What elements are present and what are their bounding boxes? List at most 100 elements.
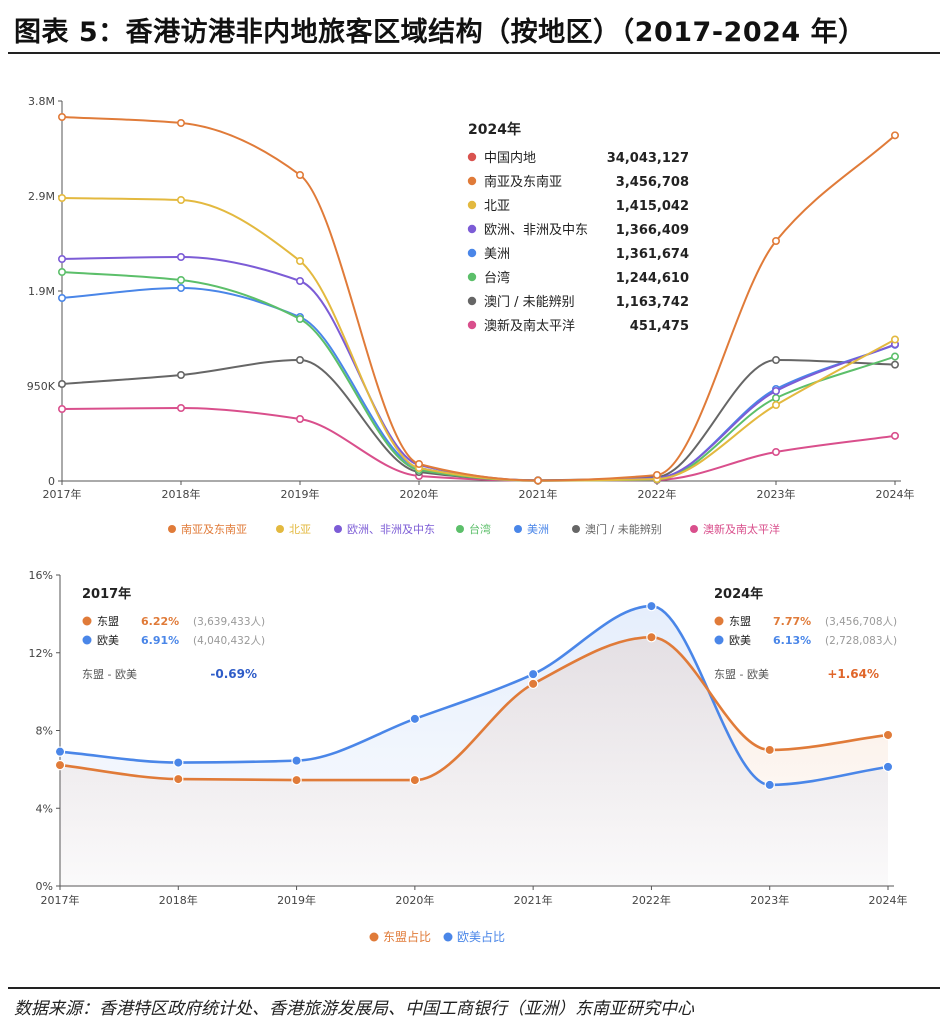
data-point [57, 194, 66, 203]
tooltip-series-value: 451,475 [630, 319, 689, 334]
legend-label: 澳门 / 未能辨别 [585, 522, 662, 536]
legend-dot [276, 525, 284, 533]
tooltip-dot [467, 224, 477, 234]
tooltip-dot [467, 152, 477, 162]
data-point [771, 393, 780, 402]
info-box-2024-diff-value: +1.64% [827, 667, 879, 681]
data-point [890, 335, 899, 344]
data-point [646, 600, 657, 612]
data-point [652, 470, 661, 479]
tooltip-series-name: 台湾 [484, 270, 510, 286]
series-area [60, 606, 888, 886]
data-point [295, 414, 304, 423]
info-box-2024-series-name: 欧美 [729, 634, 751, 647]
y-tick-label: 1.9M [28, 285, 55, 298]
info-box-2017-series-name: 欧美 [97, 634, 119, 647]
legend-dot [514, 525, 522, 533]
data-point [295, 314, 304, 323]
tooltip-dot [467, 320, 477, 330]
data-point [177, 253, 186, 262]
info-box-2024-series-name: 东盟 [729, 615, 751, 628]
x-tick-label: 2018年 [162, 487, 201, 501]
x-tick-label: 2017年 [43, 487, 82, 501]
x-tick-label: 2018年 [159, 893, 198, 907]
info-box-2017-series-name: 东盟 [97, 615, 119, 628]
info-box-2024-count: (3,456,708人) [825, 616, 897, 628]
legend-label: 欧美占比 [457, 929, 505, 944]
data-point [177, 370, 186, 379]
data-point [291, 774, 302, 786]
data-point [295, 257, 304, 266]
x-tick-label: 2023年 [750, 893, 789, 907]
tooltip-dot [467, 272, 477, 282]
visitors-line-chart: 0 950K 1.9M 2.9M 3.8M 2017年 2018年 2019年 2020年 202… [27, 95, 915, 536]
data-point [409, 713, 421, 725]
x-tick-label: 2020年 [395, 893, 434, 907]
x-tick-label: 2023年 [757, 487, 796, 501]
data-point [527, 668, 539, 680]
series-line [59, 604, 889, 787]
legend-label: 台湾 [469, 522, 491, 536]
x-tick-label: 2017年 [41, 893, 80, 907]
data-point [771, 355, 780, 364]
data-point [173, 773, 184, 785]
series-line [61, 271, 896, 482]
tooltip-series-name: 中国内地 [484, 150, 536, 166]
series-line [61, 358, 896, 482]
tooltip-dot [467, 296, 477, 306]
y-tick-label: 3.8M [28, 95, 55, 108]
legend-dot [334, 525, 342, 533]
info-box-2024-count: (2,728,083人) [825, 635, 897, 647]
info-box-2017-percent: 6.91% [141, 634, 179, 647]
data-point [295, 277, 304, 286]
data-point [54, 746, 66, 757]
info-box-2017-count: (4,040,432人) [193, 635, 265, 647]
data-point [295, 355, 304, 364]
info-box-2017-count: (3,639,433人) [193, 616, 265, 628]
data-point [409, 774, 421, 786]
data-point [771, 400, 780, 409]
series-line [61, 116, 896, 482]
data-point [882, 729, 894, 741]
x-tick-label: 2019年 [281, 487, 320, 501]
legend-dot [456, 525, 464, 533]
info-box-2024-diff-label: 东盟 - 欧美 [714, 668, 769, 681]
y-tick-label: 0 [48, 475, 55, 488]
tooltip-title: 2024年 [468, 121, 521, 138]
page-title: 图表 5：香港访港非内地旅客区域结构（按地区）（2017-2024 年） [14, 17, 866, 48]
tooltip-dot [467, 248, 477, 258]
title-divider [8, 52, 940, 54]
data-point [527, 678, 539, 690]
x-tick-label: 2021年 [519, 487, 558, 501]
tooltip-dot [467, 176, 477, 186]
data-point [177, 118, 186, 127]
data-point [177, 403, 186, 412]
info-box-2017-dot [82, 635, 92, 645]
data-point [57, 268, 66, 277]
legend-label: 欧洲、非洲及中东 [347, 523, 435, 536]
data-point [177, 276, 186, 285]
x-tick-label: 2024年 [869, 893, 908, 907]
source-divider [8, 987, 940, 989]
info-box-2017-dot [82, 616, 92, 626]
y-tick-label: 8% [36, 725, 53, 738]
share-area-chart: 0% 4% 8% 12% 16% 2017年 2018年 2019年 2020年 2021年 202… [29, 569, 908, 944]
info-box-2017-title: 2017年 [82, 586, 131, 602]
x-tick-label: 2021年 [514, 893, 553, 907]
legend-label: 美洲 [527, 523, 549, 536]
data-point [764, 779, 775, 791]
tooltip-series-value: 34,043,127 [607, 151, 689, 166]
info-box-2024-title: 2024年 [714, 586, 763, 602]
tooltip-series-value: 1,244,610 [616, 271, 689, 286]
legend-dot [369, 932, 379, 942]
data-point [57, 404, 66, 413]
legend-dot [168, 525, 176, 533]
legend-label: 南亚及东南亚 [181, 523, 247, 536]
info-box-2024-dot [714, 635, 724, 645]
tooltip-series-name: 北亚 [484, 199, 510, 214]
data-point [533, 476, 542, 485]
series-line [59, 635, 889, 782]
data-point [54, 759, 66, 771]
info-box-2017-percent: 6.22% [141, 615, 179, 628]
y-tick-label: 2.9M [28, 190, 55, 203]
